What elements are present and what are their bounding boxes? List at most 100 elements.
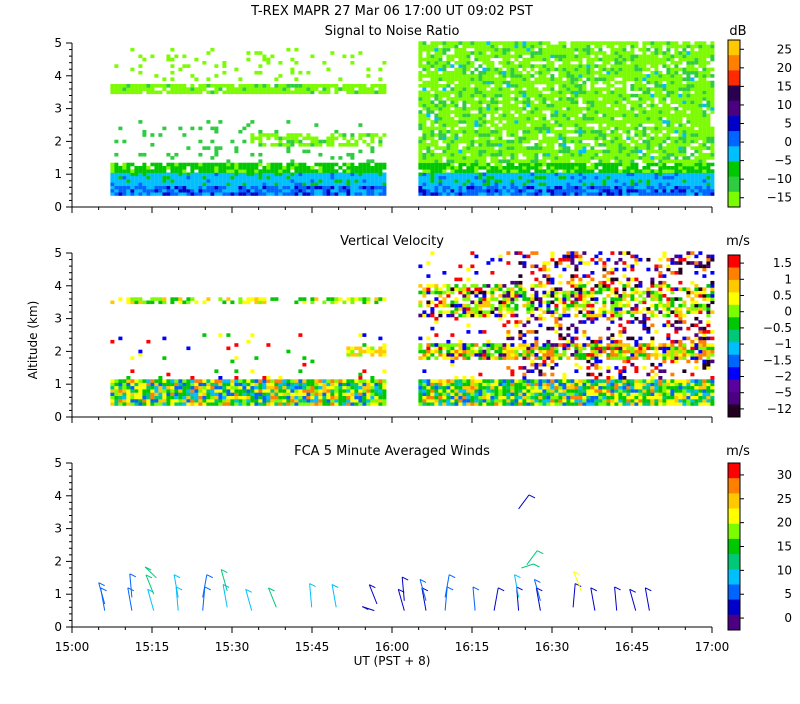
snr-cell <box>518 179 523 183</box>
snr-cell <box>182 133 187 137</box>
snr-cell <box>426 152 431 157</box>
snr-cell <box>182 64 187 68</box>
snr-cell <box>618 120 623 124</box>
snr-cell <box>570 129 575 134</box>
vel-cell <box>170 382 175 387</box>
snr-cell <box>482 47 487 52</box>
snr-cell <box>670 93 675 98</box>
vel-cell <box>454 303 459 308</box>
snr-cell <box>498 162 503 167</box>
snr-cell <box>662 103 667 108</box>
vel-cell <box>366 300 371 305</box>
vel-cell <box>258 382 263 387</box>
snr-cell <box>522 106 527 111</box>
snr-cell <box>498 70 503 75</box>
snr-cell <box>322 61 327 65</box>
vel-cell <box>198 379 203 383</box>
snr-cell <box>350 152 355 157</box>
snr-cell <box>310 54 315 59</box>
snr-cell <box>542 175 547 180</box>
snr-cell <box>510 67 515 72</box>
vel-cell <box>238 402 243 406</box>
snr-cell <box>450 166 455 170</box>
snr-cell <box>518 113 523 118</box>
snr-cell <box>514 44 519 49</box>
snr-cell <box>598 123 603 127</box>
snr-cell <box>618 70 623 75</box>
snr-cell <box>654 126 659 131</box>
snr-cell <box>534 143 539 147</box>
snr-cell <box>542 152 547 157</box>
snr-cell <box>614 169 619 173</box>
snr-cell <box>478 120 483 124</box>
vel-cell <box>114 392 119 396</box>
vel-cell <box>434 382 439 387</box>
vel-cell <box>154 392 159 396</box>
snr-cell <box>466 123 471 127</box>
snr-cell <box>166 188 171 193</box>
vel-cell <box>114 385 119 390</box>
vel-cell <box>218 333 223 337</box>
snr-cell <box>266 136 271 141</box>
vel-cell <box>254 395 259 400</box>
snr-cell <box>630 185 635 190</box>
snr-cell <box>226 159 231 163</box>
vel-cell <box>442 297 447 301</box>
snr-cell <box>230 188 235 193</box>
snr-cell <box>318 162 323 167</box>
snr-cell <box>170 70 175 75</box>
snr-cell <box>698 149 703 154</box>
snr-cell <box>490 90 495 95</box>
vel-cell <box>166 402 171 406</box>
snr-cell <box>434 146 439 150</box>
snr-cell <box>518 87 523 91</box>
snr-cell <box>602 87 607 91</box>
snr-cell <box>158 166 163 170</box>
snr-cell <box>606 192 611 196</box>
vel-cell <box>246 385 251 390</box>
vel-cell <box>234 398 239 403</box>
snr-cell <box>250 185 255 190</box>
snr-cell <box>666 182 671 186</box>
snr-cell <box>494 67 499 72</box>
snr-cell <box>526 166 531 170</box>
snr-cell <box>638 93 643 98</box>
snr-cell <box>542 64 547 68</box>
snr-cell <box>286 175 291 180</box>
snr-cell <box>666 70 671 75</box>
snr-cell <box>150 175 155 180</box>
snr-cell <box>314 179 319 183</box>
snr-cell <box>110 166 115 170</box>
vel-cell <box>374 349 379 354</box>
snr-cell <box>134 84 139 88</box>
snr-cell <box>550 175 555 180</box>
snr-cell <box>318 152 323 157</box>
snr-cell <box>138 185 143 190</box>
vel-cell <box>174 379 179 383</box>
snr-cell <box>514 126 519 131</box>
snr-cell <box>450 139 455 144</box>
x-axis-label: UT (PST + 8) <box>354 654 431 668</box>
snr-cell <box>230 84 235 88</box>
snr-cell <box>698 116 703 121</box>
snr-cell <box>694 110 699 114</box>
vel-cell <box>134 300 139 305</box>
snr-cell <box>702 179 707 183</box>
snr-cell <box>570 182 575 186</box>
snr-cell <box>222 192 227 196</box>
snr-cell <box>462 129 467 134</box>
vel-cell <box>182 389 187 393</box>
snr-cell <box>466 192 471 196</box>
snr-cell <box>578 44 583 49</box>
snr-cell <box>478 116 483 121</box>
snr-cell <box>198 192 203 196</box>
snr-cell <box>626 110 631 114</box>
snr-cell <box>342 143 347 147</box>
snr-cell <box>290 136 295 141</box>
snr-cell <box>342 169 347 173</box>
snr-cell <box>198 162 203 167</box>
vel-cell <box>334 402 339 406</box>
snr-cell <box>638 100 643 104</box>
snr-cell <box>562 169 567 173</box>
snr-cell <box>658 143 663 147</box>
